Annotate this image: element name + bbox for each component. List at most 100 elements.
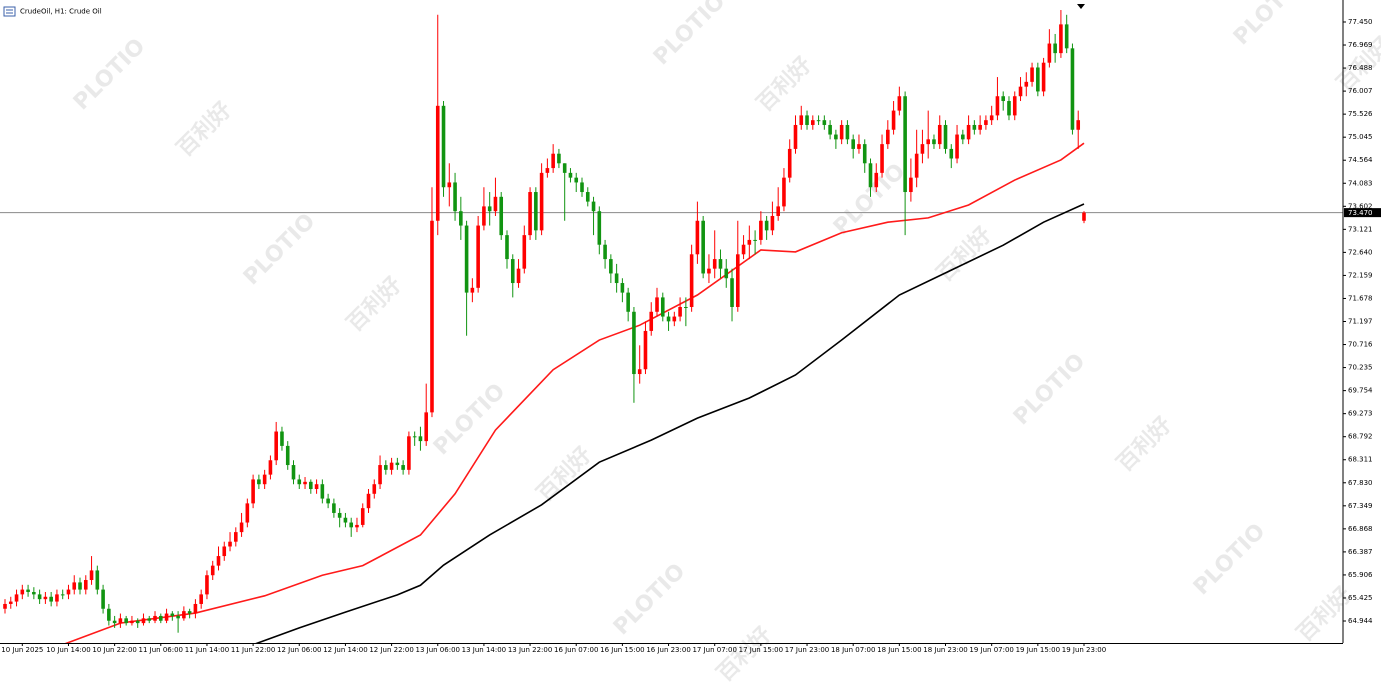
candle-body [1053,43,1057,54]
candle-body [424,412,429,442]
candle-body [487,206,492,212]
candle-body [245,503,250,523]
symbol-label: CrudeOil, H1: Crude Oil [20,8,102,16]
candle-body [285,445,290,466]
x-tick-label: 19 Jun 07:00 [969,646,1013,654]
y-tick-label: 71.678 [1348,294,1373,302]
candle-body [153,615,157,621]
candle-body [695,220,700,255]
y-tick-label: 70.716 [1348,341,1373,349]
candle-body [447,182,452,188]
y-tick-label: 71.197 [1348,318,1373,326]
candle-body [216,556,221,566]
last-price-box [1344,208,1381,218]
candle-body [320,484,325,499]
candle-body [684,306,688,308]
candle-body [516,268,521,284]
candle-body [539,172,544,231]
candle-body [32,591,36,595]
candle-body [1064,24,1069,49]
candle-body [1012,96,1017,116]
candle-body [1082,212,1086,221]
candle-body [972,124,977,130]
candle-body [585,192,590,202]
y-tick-label: 72.159 [1348,271,1373,279]
candle-body [89,570,94,581]
y-tick-label: 76.488 [1348,64,1373,72]
candle-body [360,508,365,525]
candle-body [978,124,982,130]
watermark-text: 百利好 [1292,582,1357,647]
candle-body [660,297,665,317]
candle-body [49,596,53,602]
candle-body [482,206,486,226]
candle-body [493,196,498,212]
candle-body [412,436,417,438]
candle-body [107,608,111,621]
candle-body [170,613,175,616]
x-tick-label: 13 Jun 22:00 [508,646,552,654]
x-tick-label: 17 Jun 07:00 [692,646,736,654]
candle-body [464,225,469,293]
y-tick-label: 69.273 [1348,410,1373,418]
candle-body [689,254,694,307]
x-tick-label: 16 Jun 23:00 [646,646,690,654]
x-tick-label: 19 Jun 23:00 [1062,646,1106,654]
candle-body [303,481,307,485]
candle-body [476,225,480,288]
candle-body [257,479,261,485]
y-tick-label: 66.387 [1348,548,1373,556]
candle-body [909,177,913,193]
x-tick-label: 11 Jun 22:00 [231,646,275,654]
candle-body [66,589,71,595]
candle-body [83,580,88,590]
candle-body [1018,86,1023,97]
candle-body [355,524,359,528]
candle-body [597,211,602,245]
candle-body [147,618,152,621]
x-tick-label: 18 Jun 23:00 [923,646,967,654]
candle-body [782,177,786,207]
x-tick-label: 19 Jun 15:00 [1016,646,1060,654]
candle-body [862,144,867,164]
candle-body [135,620,140,624]
candle-body [158,615,163,621]
candle-body [55,594,59,602]
candle-body [603,244,607,260]
candle-body [961,134,965,140]
candle-body [141,618,146,624]
candle-body [920,144,925,154]
shift-marker [1077,4,1085,9]
candle-body [239,522,244,533]
candle-body [1059,24,1063,54]
candle-body [839,124,844,140]
candle-body [314,484,319,490]
y-tick-label: 67.830 [1348,479,1373,487]
candle-body [26,589,30,592]
candle-body [874,172,879,188]
candle-body [545,168,550,173]
candle-body [1030,67,1034,82]
candle-body [626,292,630,312]
x-tick-label: 11 Jun 14:00 [185,646,229,654]
candle-body [499,196,504,236]
candle-body [903,96,907,193]
candle-body [291,465,296,480]
candle-body [574,177,579,183]
candle-body [37,594,42,600]
y-tick-label: 75.045 [1348,133,1373,141]
watermark-text: 百利好 [932,222,997,287]
candle-body [747,239,752,245]
watermark-logo: PLOTIO [239,209,320,290]
candle-body [834,134,838,140]
x-tick-label: 13 Jun 06:00 [416,646,460,654]
y-tick-label: 66.868 [1348,525,1373,533]
candle-body [678,306,682,317]
candle-body [326,498,330,504]
candle-body [205,575,209,595]
y-tick-label: 68.792 [1348,433,1373,441]
candle-body [672,316,677,322]
candle-body [1001,96,1006,102]
